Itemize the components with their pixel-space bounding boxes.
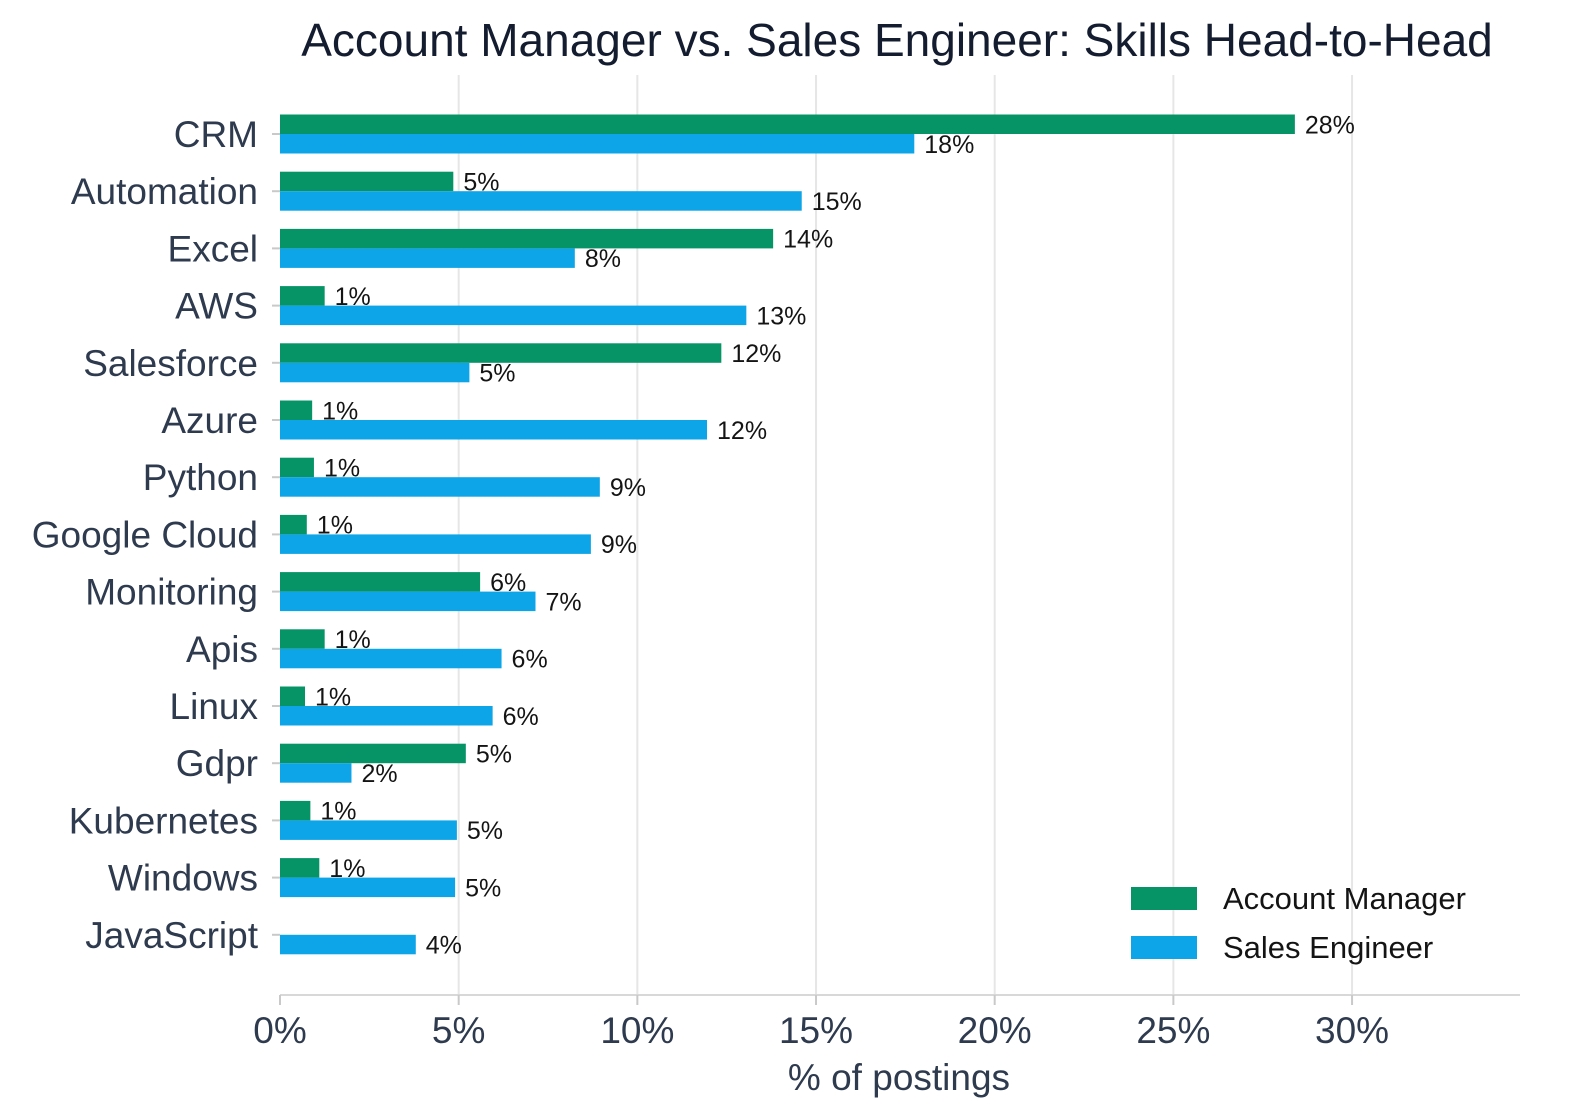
category-label: Google Cloud	[32, 514, 258, 555]
data-label: 18%	[924, 131, 974, 159]
data-labels: 28% 18% 5% 15% 14% 8% 1% 13% 12% 5% 1% 12% 1% 9% 1% 9% 6…	[315, 111, 1355, 959]
category-label: AWS	[175, 286, 258, 327]
bar-account-manager	[280, 171, 454, 192]
data-label: 13%	[756, 302, 806, 330]
x-tick-label: 0%	[253, 1010, 306, 1051]
bar-sales-engineer	[280, 305, 747, 326]
category-label: CRM	[174, 114, 258, 155]
category-label: Python	[143, 457, 258, 498]
legend: Account Manager Sales Engineer	[1131, 881, 1466, 965]
category-label: Windows	[108, 858, 258, 899]
category-label: Apis	[186, 629, 258, 670]
bar-sales-engineer	[280, 420, 708, 440]
grid-lines	[280, 75, 1520, 996]
data-label: 1%	[329, 855, 365, 883]
category-label: Linux	[170, 686, 259, 727]
bar-sales-engineer	[280, 934, 416, 955]
category-label: Monitoring	[85, 572, 258, 613]
bar-sales-engineer	[280, 534, 591, 554]
data-label: 7%	[546, 588, 582, 616]
x-tick-label: 20%	[958, 1010, 1032, 1051]
data-label: 8%	[585, 245, 621, 273]
bar-account-manager	[280, 572, 481, 592]
data-label: 1%	[324, 454, 360, 482]
x-tick-label: 5%	[432, 1010, 485, 1051]
data-label: 9%	[610, 474, 646, 502]
data-label: 1%	[322, 397, 358, 425]
data-label: 1%	[335, 283, 371, 311]
data-label: 1%	[320, 798, 356, 826]
bar-sales-engineer	[280, 877, 456, 898]
bar-account-manager	[280, 743, 466, 764]
data-label: 6%	[490, 569, 526, 597]
bar-account-manager	[280, 686, 306, 706]
legend-label: Account Manager	[1223, 881, 1466, 916]
data-label: 14%	[783, 226, 833, 254]
bar-sales-engineer	[280, 763, 352, 783]
data-label: 15%	[812, 188, 862, 216]
data-label: 1%	[317, 512, 353, 540]
chart-title: Account Manager vs. Sales Engineer: Skil…	[301, 14, 1493, 66]
data-label: 1%	[315, 683, 351, 711]
data-label: 5%	[476, 740, 512, 768]
bar-sales-engineer	[280, 648, 502, 669]
bar-sales-engineer	[280, 134, 915, 154]
x-tick-label: 25%	[1136, 1010, 1210, 1051]
data-label: 1%	[335, 626, 371, 654]
x-axis-ticks: 0% 5% 10% 15% 20% 25% 30%	[253, 995, 1389, 1051]
data-label: 6%	[503, 703, 539, 731]
bar-account-manager	[280, 228, 774, 249]
data-label: 5%	[465, 874, 501, 902]
bar-account-manager	[280, 629, 325, 649]
x-axis-label: % of postings	[788, 1057, 1010, 1098]
bar-sales-engineer	[280, 248, 575, 268]
bar-account-manager	[280, 400, 313, 420]
data-label: 5%	[479, 360, 515, 388]
bar-account-manager	[280, 514, 307, 535]
bar-account-manager	[280, 800, 311, 821]
x-tick-label: 30%	[1315, 1010, 1389, 1051]
x-tick-label: 10%	[600, 1010, 674, 1051]
bar-account-manager	[280, 858, 320, 878]
legend-swatch	[1131, 936, 1197, 959]
data-label: 5%	[467, 817, 503, 845]
category-label: Excel	[168, 228, 258, 269]
data-label: 12%	[731, 340, 781, 368]
bar-sales-engineer	[280, 477, 600, 497]
data-label: 6%	[512, 646, 548, 674]
bar-sales-engineer	[280, 706, 493, 726]
legend-label: Sales Engineer	[1223, 930, 1433, 965]
category-label: JavaScript	[85, 915, 258, 956]
bar-sales-engineer	[280, 191, 802, 211]
data-label: 5%	[463, 168, 499, 196]
category-label: Automation	[71, 171, 258, 212]
category-label: Azure	[161, 400, 258, 441]
category-label: Gdpr	[176, 743, 258, 784]
data-label: 9%	[601, 531, 637, 559]
bars	[280, 114, 1295, 955]
bar-account-manager	[280, 343, 722, 363]
bar-sales-engineer	[280, 591, 536, 612]
bar-sales-engineer	[280, 820, 457, 840]
data-label: 12%	[717, 417, 767, 445]
data-label: 2%	[361, 760, 397, 788]
bar-sales-engineer	[280, 362, 470, 383]
data-label: 4%	[426, 932, 462, 960]
bar-account-manager	[280, 457, 314, 478]
data-label: 28%	[1305, 111, 1355, 139]
category-label: Kubernetes	[69, 800, 258, 841]
category-labels: CRM Automation Excel AWS Salesforce Azure Pyth…	[32, 114, 280, 956]
bar-account-manager	[280, 286, 325, 306]
x-tick-label: 15%	[779, 1010, 853, 1051]
bar-account-manager	[280, 114, 1295, 134]
legend-swatch	[1131, 887, 1197, 910]
category-label: Salesforce	[83, 343, 258, 384]
